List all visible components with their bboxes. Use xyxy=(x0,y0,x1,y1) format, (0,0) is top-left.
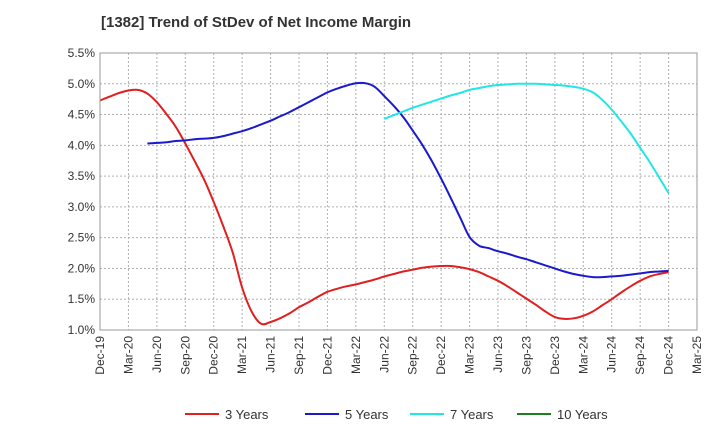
x-tick-label: Sep-24 xyxy=(633,336,647,375)
x-tick-label: Dec-22 xyxy=(434,336,448,375)
x-tick-label: Dec-23 xyxy=(548,336,562,375)
x-tick-label: Mar-20 xyxy=(121,336,135,374)
x-tick-label: Mar-22 xyxy=(349,336,363,374)
y-tick-label: 3.0% xyxy=(68,200,96,214)
y-tick-label: 5.5% xyxy=(68,46,96,60)
x-tick-label: Dec-24 xyxy=(662,336,676,375)
series-line-7-years xyxy=(383,82,670,194)
y-tick-label: 1.0% xyxy=(68,323,96,337)
series-lines xyxy=(99,81,670,326)
plot-frame xyxy=(99,52,698,331)
legend-label-10-years: 10 Years xyxy=(557,407,608,422)
x-tick-label: Sep-21 xyxy=(292,336,306,375)
x-tick-label: Mar-21 xyxy=(235,336,249,374)
series-line-5-years xyxy=(147,81,669,279)
chart-title: [1382] Trend of StDev of Net Income Marg… xyxy=(101,14,412,31)
y-tick-label: 3.5% xyxy=(68,169,96,183)
y-tick-label: 5.0% xyxy=(68,77,96,91)
y-tick-label: 4.5% xyxy=(68,108,96,122)
x-tick-label: Jun-23 xyxy=(491,336,505,373)
x-tick-label: Jun-24 xyxy=(605,336,619,373)
x-axis-ticks: Dec-19 Mar-20 Jun-20 Sep-20 Dec-20 Mar-21 Jun-… xyxy=(93,336,704,375)
x-tick-label: Jun-21 xyxy=(264,336,278,373)
x-tick-label: Mar-25 xyxy=(690,336,704,374)
y-tick-label: 2.0% xyxy=(68,261,96,275)
legend: 3 Years 5 Years 7 Years 10 Years xyxy=(185,407,608,422)
series-line-3-years xyxy=(99,88,669,326)
x-tick-label: Dec-21 xyxy=(320,336,334,375)
x-tick-label: Sep-23 xyxy=(519,336,533,375)
y-tick-label: 2.5% xyxy=(68,231,96,245)
legend-label-7-years: 7 Years xyxy=(450,407,494,422)
y-tick-label: 4.0% xyxy=(68,138,96,152)
x-tick-label: Sep-20 xyxy=(178,336,192,375)
x-tick-label: Mar-24 xyxy=(576,336,590,374)
x-tick-label: Mar-23 xyxy=(463,336,477,374)
y-axis-ticks: 1.0% 1.5% 2.0% 2.5% 3.0% 3.5% 4.0% 4.5% 5.0% 5.5% xyxy=(68,46,96,337)
legend-label-3-years: 3 Years xyxy=(225,407,269,422)
x-tick-label: Jun-22 xyxy=(377,336,391,373)
x-tick-label: Sep-22 xyxy=(406,336,420,375)
grid xyxy=(99,52,698,331)
x-tick-label: Jun-20 xyxy=(150,336,164,373)
x-tick-label: Dec-20 xyxy=(207,336,221,375)
x-tick-label: Dec-19 xyxy=(93,336,107,375)
legend-label-5-years: 5 Years xyxy=(345,407,389,422)
y-tick-label: 1.5% xyxy=(68,292,96,306)
